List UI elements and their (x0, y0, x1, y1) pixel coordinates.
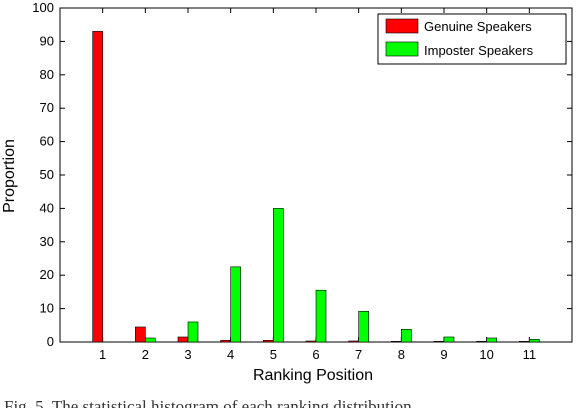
y-tick-label: 30 (40, 234, 54, 249)
bar-genuine (519, 341, 530, 343)
bar-imposter (145, 337, 156, 343)
x-tick-label: 4 (227, 347, 234, 362)
bar-genuine (476, 341, 487, 343)
x-tick-label: 11 (523, 347, 537, 362)
bar-genuine (305, 340, 317, 343)
bar-imposter (443, 336, 455, 343)
x-tick-label: 7 (355, 347, 362, 362)
y-tick-label: 0 (47, 334, 54, 349)
y-tick-label: 60 (40, 134, 54, 149)
y-tick-label: 10 (40, 301, 54, 316)
bar-imposter (315, 289, 327, 343)
legend-swatch-imposter (385, 41, 419, 57)
bar-imposter (486, 337, 497, 343)
x-tick-label: 8 (398, 347, 405, 362)
bar-imposter (401, 329, 412, 343)
y-tick-label: 70 (40, 100, 54, 115)
bar-imposter (187, 321, 199, 343)
x-tick-label: 1 (99, 347, 106, 362)
x-tick-label: 5 (270, 347, 277, 362)
y-axis: 0 10 20 30 40 50 60 70 80 90 100 (32, 0, 572, 349)
y-tick-label: 90 (40, 33, 54, 48)
x-tick-label: 2 (142, 347, 149, 362)
legend-label-imposter: Imposter Speakers (424, 43, 534, 58)
bar-imposter (358, 310, 369, 343)
bar-genuine (433, 341, 445, 343)
x-tick-label: 10 (479, 347, 493, 362)
bar-genuine (391, 341, 402, 343)
bar-genuine (263, 340, 274, 343)
x-axis-label: Ranking Position (253, 367, 373, 384)
bars (92, 31, 540, 343)
legend-swatch-genuine (385, 18, 419, 34)
bar-genuine (348, 340, 359, 343)
bar-chart: 0 10 20 30 40 50 60 70 80 90 100 1 2 3 4 5 6 7 8 9 10 11 Pro… (1, 0, 573, 384)
figure-caption: Fig. 5. The statistical histogram of eac… (0, 392, 576, 408)
x-tick-label: 9 (440, 347, 447, 362)
bar-imposter (273, 208, 284, 343)
bar-genuine (135, 326, 146, 343)
legend: Genuine Speakers Imposter Speakers (377, 13, 567, 65)
legend-label-genuine: Genuine Speakers (424, 19, 532, 34)
caption-text: Fig. 5. The statistical histogram of eac… (4, 397, 412, 408)
y-tick-label: 100 (32, 0, 54, 15)
bar-genuine (177, 336, 189, 343)
bar-imposter (230, 266, 241, 343)
y-tick-label: 50 (40, 167, 54, 182)
y-tick-label: 20 (40, 267, 54, 282)
y-axis-label: Proportion (1, 139, 18, 213)
y-tick-label: 40 (40, 200, 54, 215)
bar-genuine (92, 31, 103, 343)
bar-imposter (529, 339, 540, 343)
y-tick-label: 80 (40, 67, 54, 82)
bar-genuine (220, 340, 231, 343)
x-tick-label: 6 (312, 347, 319, 362)
x-tick-label: 3 (184, 347, 191, 362)
